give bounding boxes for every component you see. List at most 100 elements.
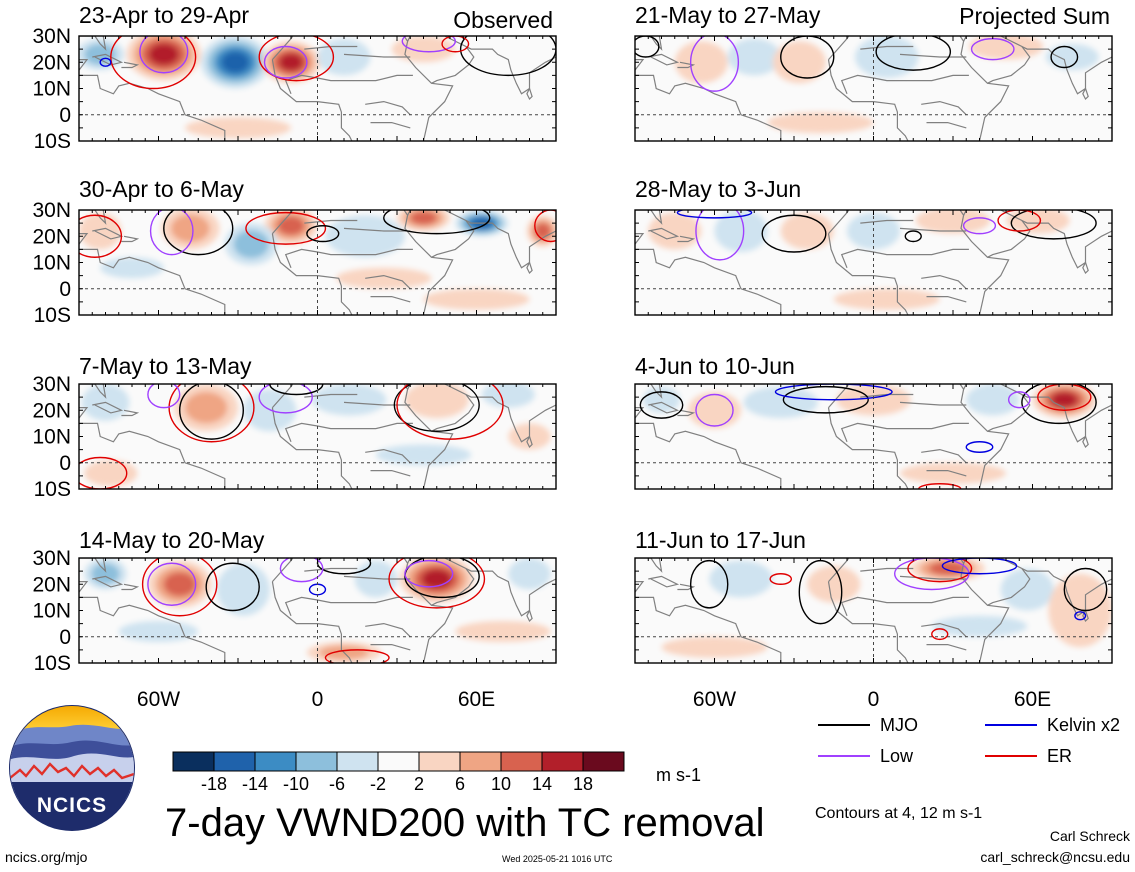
contour-mjo — [316, 558, 372, 575]
panel-plot-area — [79, 210, 556, 315]
coastline — [79, 596, 226, 663]
panel-plot-area — [79, 384, 556, 489]
anomaly-blob — [100, 257, 164, 279]
coastline — [963, 384, 967, 390]
colorbar-swatch — [500, 751, 543, 772]
coastline — [998, 140, 1000, 141]
contour-low — [147, 562, 197, 606]
panel-obs4: 30N 20N 10N 0 10S 14-May to 20-May — [32, 527, 557, 675]
anomaly-blob — [84, 43, 117, 65]
coastline — [998, 314, 1000, 315]
anomaly-blob — [170, 214, 210, 243]
anomaly-blob — [221, 51, 250, 73]
coastline — [526, 88, 533, 101]
coastline — [407, 210, 411, 216]
coastline — [860, 567, 914, 572]
contour-kelvin-x2 — [676, 210, 753, 219]
coastline — [840, 422, 969, 443]
colorbar-tick-label: 18 — [573, 774, 593, 794]
anomaly-blob — [185, 117, 291, 139]
coastline — [343, 53, 411, 58]
y-tick-label: 20N — [32, 399, 71, 422]
anomaly-blob — [118, 621, 199, 642]
colorbar-swatch — [213, 751, 256, 772]
coastline — [840, 596, 969, 617]
coastline — [1021, 567, 1112, 617]
coastline — [304, 567, 358, 572]
anomaly-field — [79, 36, 543, 139]
panel-obs2: 30N 20N 10N 0 10S 30-Apr to 6-May — [32, 176, 557, 327]
coastline — [465, 567, 556, 617]
coastline — [121, 409, 140, 417]
contour-mjo — [635, 36, 660, 58]
coastline — [526, 436, 533, 449]
coastline — [926, 296, 967, 303]
coastline — [635, 210, 663, 245]
anomaly-blob — [336, 267, 432, 289]
x-axis-tick-labels: 60W 0 60E 60W 0 60E — [137, 688, 1051, 711]
anomaly-blob — [277, 216, 305, 235]
colorbar: -18 -14 -10 -6 -2 2 6 10 14 18 — [172, 751, 625, 794]
coastline — [304, 45, 358, 50]
coastline — [343, 575, 411, 580]
coastline — [921, 622, 967, 638]
coastline — [926, 122, 967, 129]
coastline — [370, 470, 411, 477]
coastline — [271, 384, 454, 489]
contour-mjo — [205, 562, 260, 612]
contour-mjo — [306, 225, 340, 243]
coastline — [828, 210, 1010, 315]
coastline — [635, 422, 782, 489]
panel-group: 30N 20N 10N 0 10S 23-Apr to 29-Apr 30N 20N 10N 0 1… — [32, 2, 1113, 675]
wave-contours — [635, 36, 1079, 92]
y-tick-label: 10S — [34, 130, 71, 153]
wave-contours — [79, 210, 556, 258]
anomaly-blob — [709, 560, 773, 598]
coastline — [827, 581, 909, 663]
y-tick-label: 30N — [32, 25, 71, 48]
contour-er — [258, 36, 335, 82]
website-link[interactable]: ncics.org/mjo — [5, 849, 88, 865]
colorbar-swatch — [295, 751, 338, 772]
coastline — [121, 235, 140, 243]
panel-obs3: 30N 20N 10N 0 10S 7-May to 13-May — [32, 353, 557, 501]
coastline — [677, 235, 696, 243]
coastline — [271, 210, 454, 315]
coastline — [92, 53, 124, 66]
panel-obs1: 30N 20N 10N 0 10S 23-Apr to 29-Apr — [32, 2, 557, 153]
panel-plot-area — [635, 210, 1112, 315]
coastline — [828, 384, 1010, 489]
contour-mjo — [904, 230, 922, 243]
x-tick-label: 0 — [312, 688, 324, 711]
coastline — [79, 422, 226, 489]
coastline — [121, 583, 140, 591]
anomaly-blob — [1000, 568, 1054, 611]
colorbar-tick-label: 2 — [414, 774, 424, 794]
coastline — [635, 36, 663, 71]
anomaly-blob — [772, 41, 826, 84]
coastline — [465, 393, 556, 443]
x-tick-label: 60E — [1014, 688, 1051, 711]
y-tick-label: 10N — [32, 252, 71, 275]
wave-contours — [99, 36, 556, 90]
anomaly-blob — [674, 41, 728, 84]
coastlines — [79, 36, 556, 141]
contour-low — [139, 36, 189, 74]
panel-plot-area — [635, 36, 1112, 141]
coastline — [442, 662, 444, 663]
anomaly-blob — [317, 38, 371, 76]
contour-mjo — [163, 210, 234, 256]
contour-mjo — [383, 210, 491, 235]
contour-mjo — [1050, 45, 1079, 69]
contour-mjo — [393, 384, 480, 432]
anomaly-blob — [714, 210, 768, 252]
anomaly-blob — [463, 88, 543, 115]
y-tick-label: 10N — [32, 426, 71, 449]
panel-date-range: 21-May to 27-May — [635, 2, 821, 28]
colorbar-swatch — [172, 751, 215, 772]
contour-low — [258, 384, 313, 414]
coastline — [635, 558, 663, 593]
panel-date-range: 28-May to 3-Jun — [635, 176, 801, 202]
coastlines — [635, 384, 1112, 489]
coastline — [431, 210, 475, 258]
